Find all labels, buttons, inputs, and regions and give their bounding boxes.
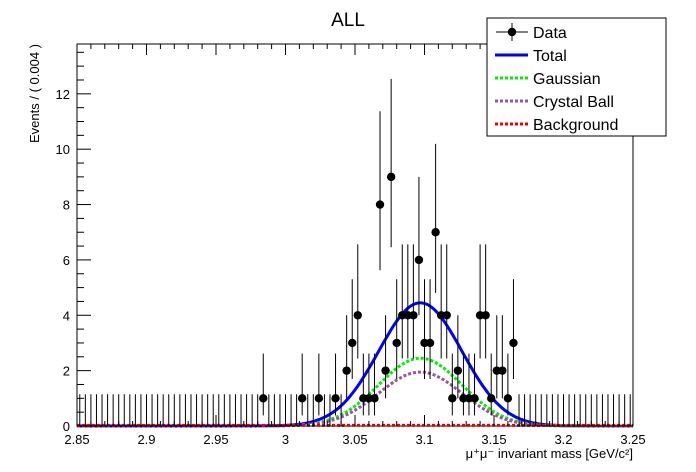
fit-curves bbox=[77, 301, 633, 428]
data-point bbox=[375, 200, 385, 209]
data-point bbox=[381, 366, 390, 375]
data-point bbox=[503, 394, 513, 403]
data-point bbox=[297, 394, 307, 403]
data-point bbox=[448, 394, 457, 403]
x-axis: 2.85 2.9 2.95 3 3.05 3.1 3.15 3.2 3.25 bbox=[64, 44, 646, 447]
data-point bbox=[348, 338, 357, 348]
data-point bbox=[331, 394, 340, 403]
y-tick-label: 8 bbox=[63, 198, 70, 213]
data-point bbox=[481, 311, 490, 320]
x-tick-label: 2.9 bbox=[137, 432, 155, 447]
data-point bbox=[487, 394, 496, 403]
x-tick-label: 3.25 bbox=[620, 432, 645, 447]
y-tick-label: 6 bbox=[63, 253, 70, 268]
y-tick-label: 10 bbox=[56, 142, 70, 157]
x-tick-label: 3.15 bbox=[481, 432, 506, 447]
legend-label: Total bbox=[533, 48, 567, 65]
x-tick-label: 2.95 bbox=[203, 432, 228, 447]
legend-label: Gaussian bbox=[533, 71, 601, 88]
y-tick-label: 2 bbox=[63, 364, 70, 379]
legend-label: Data bbox=[533, 25, 567, 42]
x-tick-label: 3 bbox=[282, 432, 289, 447]
data-point bbox=[386, 172, 396, 182]
data-point bbox=[342, 366, 351, 375]
x-axis-label: μ⁺μ⁻ invariant mass [GeV/c²] bbox=[466, 446, 633, 461]
x-tick-label: 3.1 bbox=[415, 432, 433, 447]
x-tick-label: 2.85 bbox=[64, 432, 89, 447]
data-point bbox=[453, 366, 463, 375]
data-point bbox=[414, 255, 424, 265]
x-tick-label: 3.2 bbox=[554, 432, 572, 447]
data-point bbox=[370, 394, 379, 403]
data-point bbox=[259, 394, 268, 403]
legend: Data Total Gaussian Crystal Ball Background bbox=[486, 17, 667, 137]
legend-label: Crystal Ball bbox=[533, 94, 614, 111]
data-point bbox=[498, 366, 507, 375]
y-axis-label: Events / ( 0.004 ) bbox=[27, 44, 42, 143]
data-point bbox=[509, 338, 518, 348]
data-point bbox=[425, 338, 435, 348]
y-axis: 0 2 4 6 8 10 12 bbox=[56, 51, 91, 434]
data-point bbox=[314, 394, 324, 403]
data-point bbox=[431, 228, 440, 237]
y-tick-label: 0 bbox=[63, 419, 70, 434]
y-tick-label: 12 bbox=[56, 87, 70, 102]
data-point bbox=[442, 311, 451, 320]
data-point bbox=[470, 394, 479, 403]
legend-label: Background bbox=[533, 117, 618, 134]
data-point bbox=[392, 338, 401, 348]
data-point bbox=[409, 311, 418, 320]
legend-swatch-marker bbox=[507, 27, 517, 37]
x-tick-label: 3.05 bbox=[342, 432, 367, 447]
data-point bbox=[353, 311, 362, 320]
data-points bbox=[77, 78, 633, 427]
chart-title: ALL bbox=[331, 10, 365, 31]
y-tick-label: 4 bbox=[63, 308, 70, 323]
